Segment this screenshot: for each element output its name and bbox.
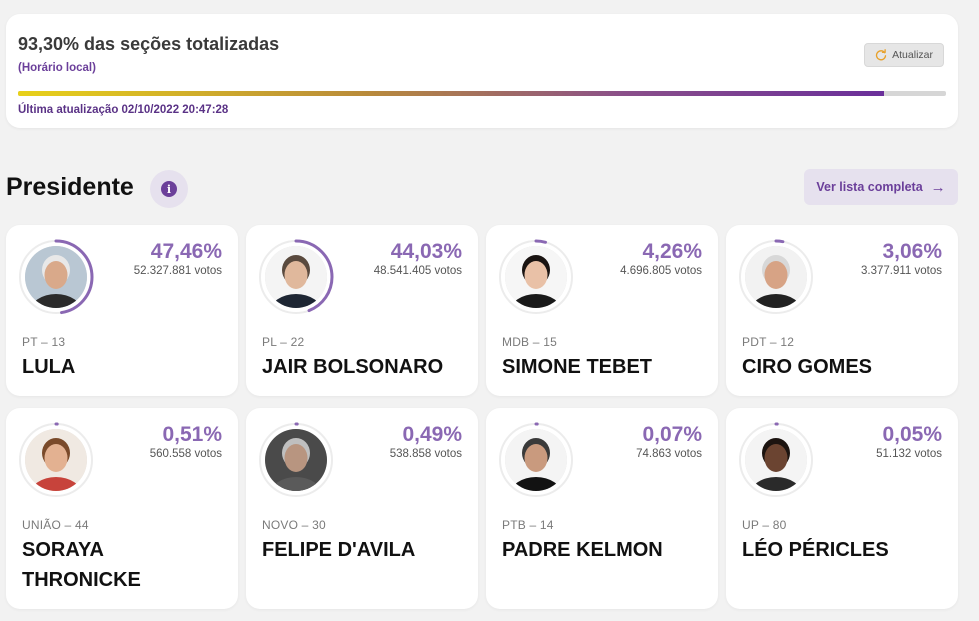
candidate-party: UP – 80	[742, 518, 787, 532]
candidate-card[interactable]: 47,46% 52.327.881 votos PT – 13 LULA	[6, 225, 238, 396]
full-list-button[interactable]: Ver lista completa →	[804, 169, 958, 205]
candidate-party: MDB – 15	[502, 335, 557, 349]
candidate-party: PTB – 14	[502, 518, 554, 532]
candidate-votes: 74.863 votos	[636, 448, 702, 460]
vote-share-ring	[738, 422, 814, 498]
candidate-photo	[745, 246, 807, 308]
info-button[interactable]: i	[150, 170, 188, 208]
portrait-illustration	[25, 246, 87, 308]
candidate-card[interactable]: 0,49% 538.858 votos NOVO – 30 FELIPE D'A…	[246, 408, 478, 609]
candidate-party: PDT – 12	[742, 335, 795, 349]
candidate-percent: 4,26%	[642, 240, 702, 263]
portrait-illustration	[745, 429, 807, 491]
candidate-name: FELIPE D'AVILA	[262, 539, 416, 561]
ring-share-arc	[738, 239, 814, 315]
vote-share-ring	[18, 239, 94, 315]
candidate-photo	[505, 429, 567, 491]
candidate-card[interactable]: 0,51% 560.558 votos UNIÃO – 44 SORAYA TH…	[6, 408, 238, 609]
ring-share-arc	[258, 422, 334, 498]
vote-share-ring	[258, 422, 334, 498]
portrait-illustration	[505, 246, 567, 308]
totalization-title: 93,30% das seções totalizadas	[18, 34, 280, 54]
candidate-percent: 0,07%	[642, 423, 702, 446]
vote-share-ring	[498, 239, 574, 315]
candidate-name: PADRE KELMON	[502, 539, 663, 561]
candidate-votes: 51.132 votos	[876, 448, 942, 460]
candidate-card[interactable]: 3,06% 3.377.911 votos PDT – 12 CIRO GOME…	[726, 225, 958, 396]
candidate-photo	[745, 429, 807, 491]
totalization-progress-bar	[18, 91, 946, 96]
candidate-name: LULA	[22, 356, 76, 378]
candidate-name: LÉO PÉRICLES	[742, 539, 889, 561]
candidate-card[interactable]: 0,05% 51.132 votos UP – 80 LÉO PÉRICLES	[726, 408, 958, 609]
vote-share-ring	[18, 422, 94, 498]
candidate-party: PT – 13	[22, 335, 66, 349]
candidate-percent: 47,46%	[150, 240, 222, 263]
ring-share-arc	[738, 422, 814, 498]
ring-share-arc	[258, 239, 334, 315]
candidate-name: JAIR BOLSONARO	[262, 356, 444, 378]
candidate-percent: 44,03%	[390, 240, 462, 263]
candidate-photo	[265, 246, 327, 308]
refresh-button[interactable]: Atualizar	[864, 43, 944, 67]
candidate-party: PL – 22	[262, 335, 305, 349]
ring-share-arc	[18, 239, 94, 315]
candidate-name: SIMONE TEBET	[502, 356, 653, 378]
vote-share-ring	[498, 422, 574, 498]
candidate-name: CIRO GOMES	[742, 356, 873, 378]
candidate-party: UNIÃO – 44	[22, 518, 89, 532]
candidate-card[interactable]: 44,03% 48.541.405 votos PL – 22 JAIR BOL…	[246, 225, 478, 396]
section-title: Presidente	[6, 173, 134, 201]
portrait-illustration	[745, 246, 807, 308]
totalization-status-card: 93,30% das seções totalizadas (Horário l…	[6, 14, 958, 128]
vote-share-ring	[258, 239, 334, 315]
portrait-illustration	[505, 429, 567, 491]
candidate-votes: 538.858 votos	[389, 448, 462, 460]
vote-share-ring	[738, 239, 814, 315]
progress-fill	[18, 91, 884, 96]
candidate-photo	[505, 246, 567, 308]
portrait-illustration	[25, 429, 87, 491]
local-time-note: (Horário local)	[18, 62, 96, 74]
portrait-illustration	[265, 246, 327, 308]
candidate-votes: 4.696.805 votos	[620, 265, 702, 277]
last-update-timestamp: Última atualização 02/10/2022 20:47:28	[18, 104, 229, 116]
candidate-name: SORAYA THRONICKE	[22, 539, 141, 591]
candidate-percent: 0,05%	[882, 423, 942, 446]
ring-share-arc	[18, 422, 94, 498]
info-icon: i	[161, 181, 177, 197]
candidate-card[interactable]: 4,26% 4.696.805 votos MDB – 15 SIMONE TE…	[486, 225, 718, 396]
refresh-icon	[876, 49, 887, 61]
candidate-votes: 52.327.881 votos	[133, 265, 222, 277]
candidate-photo	[265, 429, 327, 491]
candidate-card[interactable]: 0,07% 74.863 votos PTB – 14 PADRE KELMON	[486, 408, 718, 609]
candidate-votes: 48.541.405 votos	[373, 265, 462, 277]
candidate-photo	[25, 429, 87, 491]
refresh-label: Atualizar	[892, 49, 933, 61]
candidate-party: NOVO – 30	[262, 518, 326, 532]
candidate-percent: 0,49%	[402, 423, 462, 446]
portrait-illustration	[265, 429, 327, 491]
full-list-label: Ver lista completa	[816, 180, 923, 194]
arrow-right-icon: →	[930, 178, 946, 196]
candidate-percent: 3,06%	[882, 240, 942, 263]
candidate-votes: 3.377.911 votos	[861, 265, 942, 277]
ring-share-arc	[498, 239, 574, 315]
candidate-percent: 0,51%	[162, 423, 222, 446]
candidate-photo	[25, 246, 87, 308]
ring-share-arc	[498, 422, 574, 498]
candidate-votes: 560.558 votos	[149, 448, 222, 460]
